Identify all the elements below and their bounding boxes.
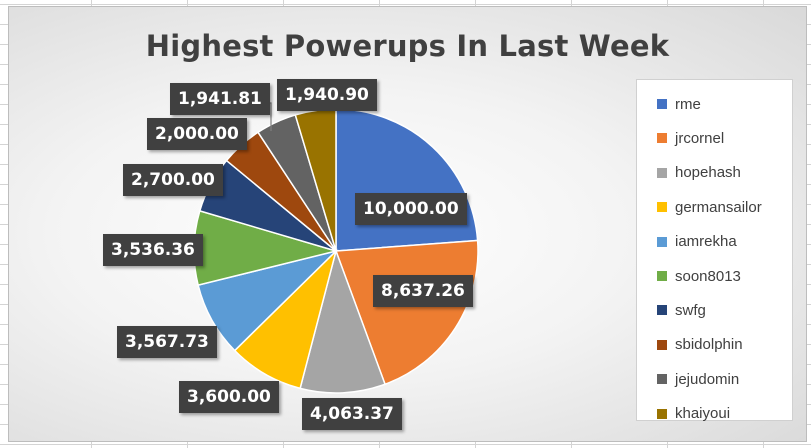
legend-swatch <box>657 271 667 281</box>
data-label-jrcornel[interactable]: 8,637.26 <box>373 275 473 307</box>
legend-label: soon8013 <box>675 267 741 285</box>
legend-label: iamrekha <box>675 233 737 251</box>
legend-label: jejudomin <box>675 370 740 388</box>
slice-hopehash[interactable] <box>299 248 387 394</box>
chart-title: Highest Powerups In Last Week <box>145 29 670 63</box>
legend-swatch <box>657 202 667 213</box>
legend-label: rme <box>675 95 701 113</box>
legend-swatch <box>657 339 667 350</box>
legend-item-sbidolphin[interactable]: sbidolphin <box>657 335 743 355</box>
data-label-iamrekha[interactable]: 3,567.73 <box>117 326 217 358</box>
data-label-rme[interactable]: 10,000.00 <box>355 193 467 225</box>
data-label-jejudomin[interactable]: 1,941.81 <box>170 83 270 115</box>
legend-item-swfg[interactable]: swfg <box>657 300 706 320</box>
legend-item-iamrekha[interactable]: iamrekha <box>657 232 737 252</box>
legend-item-khaiyoui[interactable]: khaiyoui <box>657 404 730 424</box>
legend-label: sbidolphin <box>675 336 743 354</box>
legend-swatch <box>657 305 667 316</box>
data-label-soon8013[interactable]: 3,536.36 <box>103 234 203 266</box>
legend-label: swfg <box>675 301 706 319</box>
legend-item-soon8013[interactable]: soon8013 <box>657 266 741 286</box>
legend-swatch <box>657 99 667 109</box>
slice-rme[interactable] <box>335 108 479 252</box>
data-label-hopehash[interactable]: 4,063.37 <box>302 398 402 430</box>
legend-item-jejudomin[interactable]: jejudomin <box>657 369 739 389</box>
data-label-swfg[interactable]: 2,700.00 <box>123 164 223 196</box>
legend-swatch <box>657 167 667 178</box>
legend-swatch <box>657 236 667 247</box>
legend-item-rme[interactable]: rme <box>657 94 701 114</box>
data-label-khaiyoui[interactable]: 1,940.90 <box>277 79 377 111</box>
legend-label: hopehash <box>675 164 741 182</box>
chart-legend[interactable]: rme jrcornel hopehash germansailor iamrekha s… <box>636 79 793 424</box>
legend-item-hopehash[interactable]: hopehash <box>657 163 741 183</box>
legend-swatch <box>657 133 667 144</box>
legend-label: jrcornel <box>675 129 725 147</box>
legend-item-jrcornel[interactable]: jrcornel <box>657 128 724 148</box>
legend-label: khaiyoui <box>675 405 731 423</box>
data-label-germansailor[interactable]: 3,600.00 <box>179 381 279 413</box>
chart-area[interactable]: Highest Powerups In Last Week 10,000.00 8… <box>8 6 807 442</box>
data-label-sbidolphin[interactable]: 2,000.00 <box>147 118 247 150</box>
legend-label: germansailor <box>675 198 762 216</box>
legend-item-germansailor[interactable]: germansailor <box>657 197 762 217</box>
legend-swatch <box>657 408 667 419</box>
legend-swatch <box>657 374 667 385</box>
pie-chart[interactable] <box>9 7 806 441</box>
